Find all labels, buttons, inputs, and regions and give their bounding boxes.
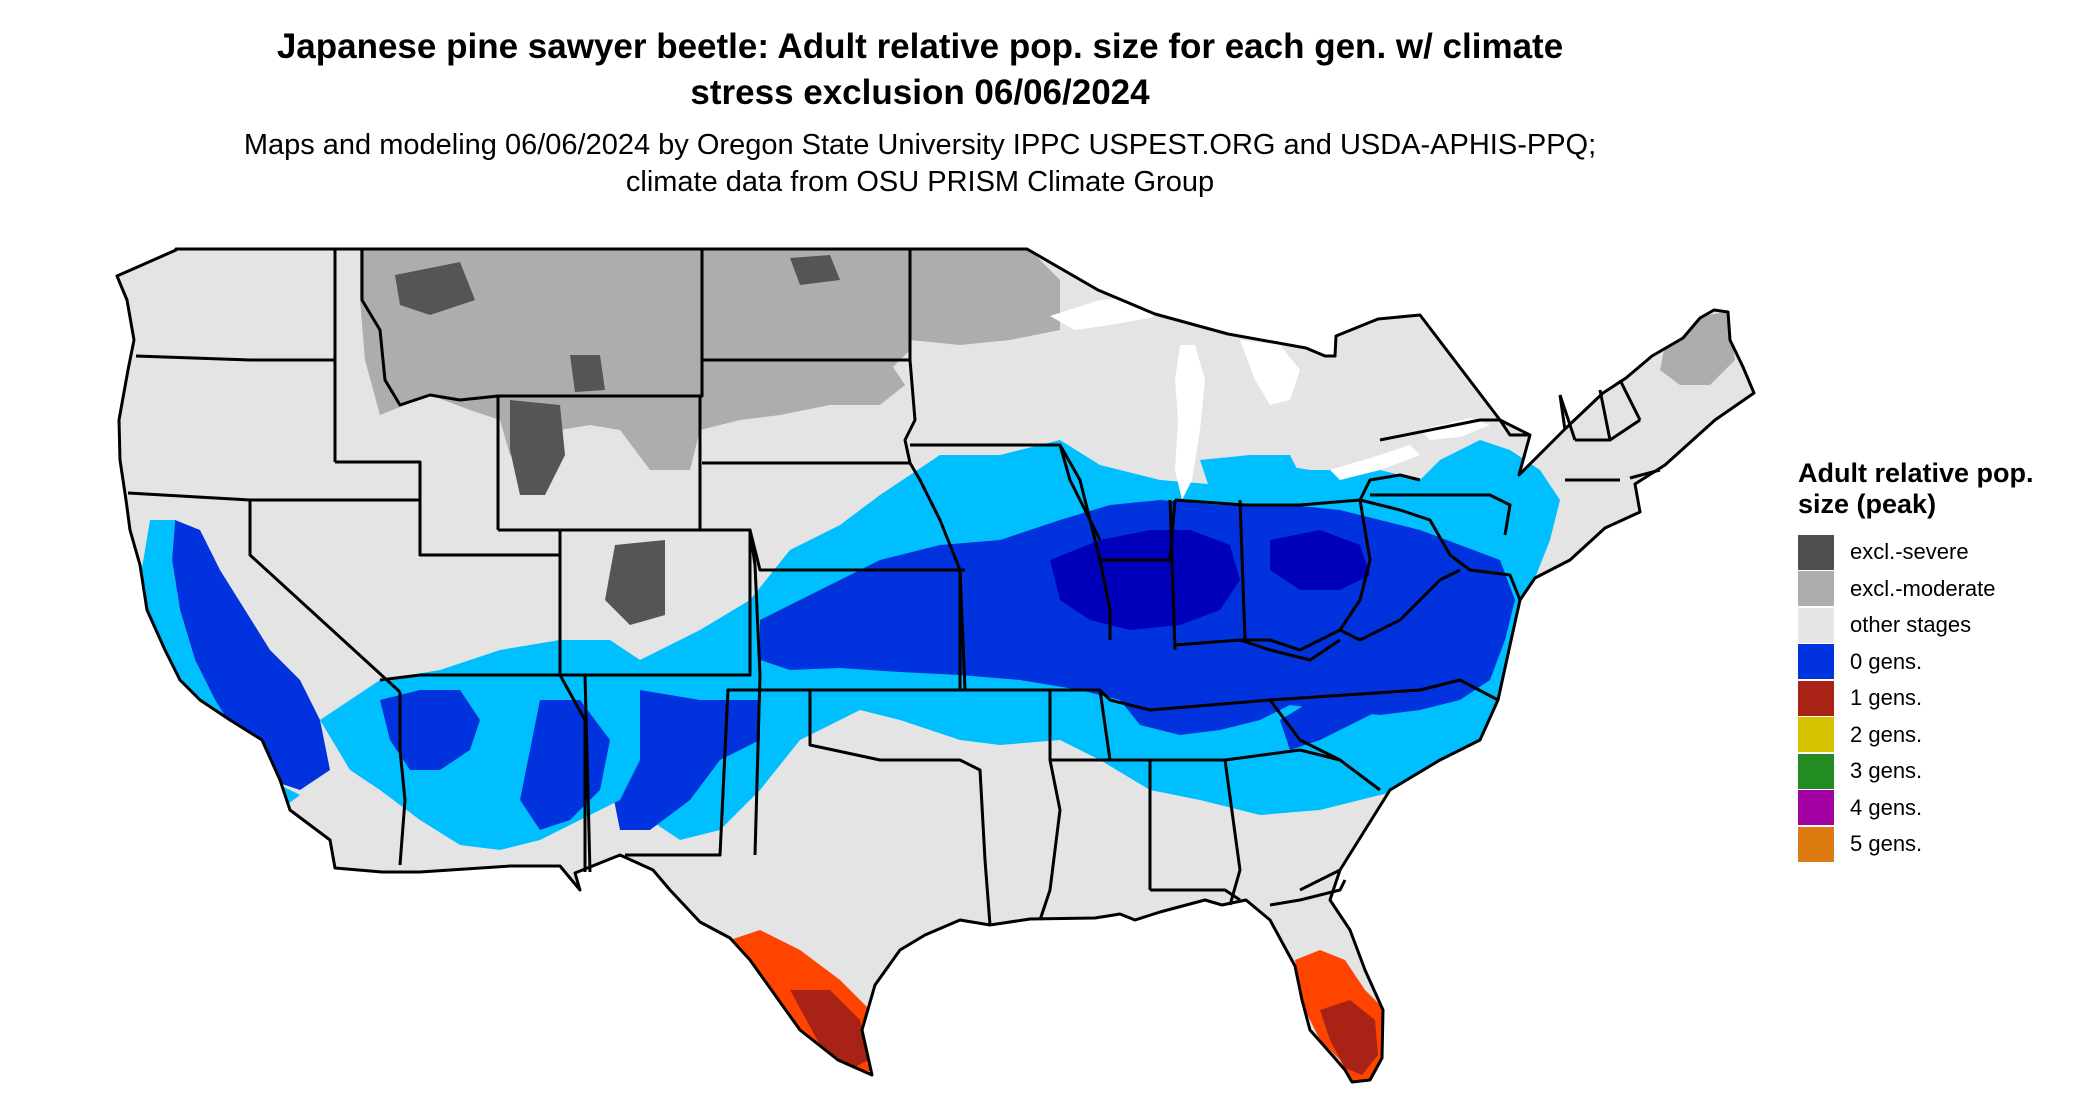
zone-ohio-dark-blue	[1270, 530, 1370, 590]
lake-ontario	[1420, 418, 1490, 440]
legend-item: 0 gens.	[1798, 644, 2088, 681]
legend-label: excl.-moderate	[1850, 575, 1996, 601]
legend-label: 2 gens.	[1850, 721, 1923, 747]
zone-northern-plains-excl-moderate	[360, 250, 905, 470]
lake-superior	[1050, 296, 1180, 330]
us-map	[115, 247, 1756, 1084]
legend-item: 4 gens.	[1798, 790, 2088, 827]
zone-southwest-medium-blue	[610, 690, 760, 830]
zone-wyoming-ne-excl-severe	[570, 355, 605, 392]
legend-items: excl.-severe excl.-moderate other stages 0 …	[1798, 534, 2088, 863]
legend-swatch	[1798, 607, 1834, 643]
legend-label: 5 gens.	[1850, 831, 1923, 857]
legend-swatch	[1798, 826, 1834, 862]
legend-swatch	[1798, 534, 1834, 570]
zone-colorado-excl-severe	[605, 540, 665, 625]
lake-huron	[1240, 340, 1300, 405]
zone-minnesota-excl-moderate	[910, 250, 1060, 345]
legend-swatch	[1798, 680, 1834, 716]
legend-item: 3 gens.	[1798, 753, 2088, 790]
map-subtitle: Maps and modeling 06/06/2024 by Oregon S…	[243, 129, 1597, 198]
legend-label: 0 gens.	[1850, 648, 1923, 674]
legend-swatch	[1798, 644, 1834, 680]
zone-appalachia-medium-blue	[1280, 640, 1470, 750]
zone-texas-dark-red	[790, 990, 868, 1070]
zone-florida-dark-red	[1320, 1000, 1378, 1075]
legend-item: 1 gens.	[1798, 680, 2088, 717]
zone-montana-excl-severe	[395, 262, 475, 315]
legend-label: 1 gens.	[1850, 685, 1923, 711]
zone-wyoming-excl-severe	[510, 400, 565, 495]
legend-swatch	[1798, 717, 1834, 753]
legend-label: excl.-severe	[1850, 539, 1969, 565]
legend-title: Adult relative pop. size (peak)	[1798, 458, 2034, 519]
map-title: Japanese pine sawyer beetle: Adult relat…	[276, 27, 1564, 112]
legend-item: 2 gens.	[1798, 717, 2088, 754]
lake-michigan	[1175, 345, 1205, 500]
legend-swatch	[1798, 790, 1834, 826]
legend-swatch	[1798, 753, 1834, 789]
legend-item: excl.-moderate	[1798, 571, 2088, 608]
legend: Adult relative pop. size (peak) excl.-se…	[1798, 458, 2088, 863]
legend-label: 4 gens.	[1850, 794, 1923, 820]
legend-swatch	[1798, 571, 1834, 607]
legend-label: other stages	[1850, 612, 1972, 638]
legend-label: 3 gens.	[1850, 758, 1923, 784]
state-borders	[115, 247, 1756, 1084]
lake-erie	[1330, 445, 1420, 480]
zone-california-medium-blue	[172, 520, 330, 790]
legend-item: other stages	[1798, 607, 2088, 644]
legend-item: excl.-severe	[1798, 534, 2088, 571]
legend-item: 5 gens.	[1798, 826, 2088, 863]
zone-arizona-medium-blue	[380, 690, 480, 770]
zone-north-dakota-excl-severe	[790, 255, 840, 285]
zone-great-lakes-light-blue	[1200, 455, 1300, 490]
zone-north-dakota-excl-moderate	[700, 250, 910, 400]
